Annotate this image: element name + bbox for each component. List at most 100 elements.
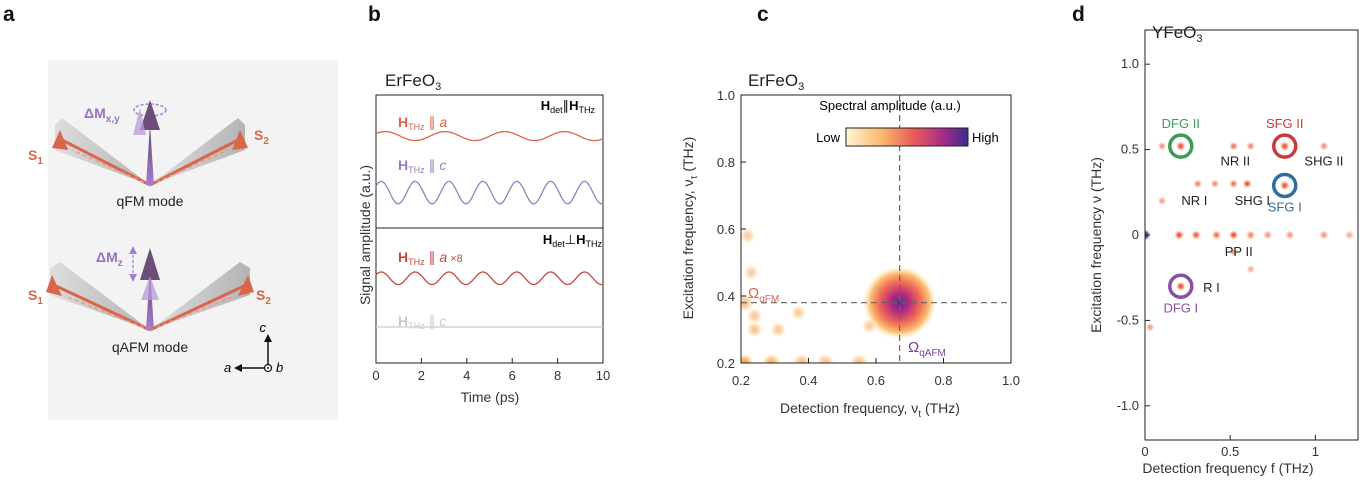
lower-condition-label: Hdet⊥HTHz — [543, 232, 603, 249]
spectral-peak-12 — [1279, 180, 1290, 191]
spectral-peak-4 — [1228, 229, 1239, 241]
chart-d-labels: NR II SHG II NR I SHG I PP II R I — [1181, 154, 1343, 295]
ytick-label-4: -1.0 — [1117, 398, 1139, 413]
s2-label-bottom: S2 — [256, 287, 271, 307]
spectral-peak-5 — [1245, 229, 1256, 241]
a-axis-head — [234, 364, 242, 372]
spectral-peak-0 — [862, 265, 937, 340]
xtick-label-1: 0.5 — [1221, 444, 1239, 459]
spectral-peak-6 — [849, 352, 870, 363]
xtick-label-1: 2 — [418, 368, 425, 383]
panel-label-a: a — [3, 3, 15, 26]
spectral-peak-2 — [1191, 229, 1202, 241]
spectral-peak-1 — [1173, 229, 1185, 241]
omega-qfm-label: ΩqFM — [748, 285, 779, 305]
colorbar-high: High — [972, 130, 999, 145]
xtick-label-2: 4 — [463, 368, 470, 383]
chart-d-circles: DFG II SFG II SFG I DFG I — [1162, 116, 1304, 315]
a-axis-label: a — [224, 360, 231, 375]
chart-b-xlabel: Time (ps) — [461, 389, 520, 405]
spectral-peak-10 — [1175, 141, 1186, 152]
precession-ellipse — [133, 103, 167, 117]
xtick-label-2: 1 — [1312, 444, 1319, 459]
spectral-peak-22 — [1145, 322, 1155, 333]
peak-label-0: NR II — [1220, 154, 1250, 169]
colorbar-title: Spectral amplitude (a.u.) — [819, 98, 961, 113]
chart-d-ticks: 0 0.5 1 1.0 0.5 0 -0.5 -1.0 — [1117, 56, 1319, 459]
colorbar: Spectral amplitude (a.u.) Low High — [816, 98, 999, 147]
magnet-arrow — [146, 125, 154, 185]
delta-m-label-bottom: ΔMz — [96, 249, 123, 269]
spectral-peak-13 — [860, 317, 878, 335]
spectral-peak-8 — [1318, 229, 1330, 241]
ytick-label-0: 0.2 — [717, 356, 735, 371]
b-axis-dot — [267, 367, 269, 369]
panel-label-d: d — [1072, 3, 1085, 26]
spectral-peak-3 — [761, 352, 782, 363]
xtick-label-4: 1.0 — [1002, 373, 1020, 388]
s2-dash-bottom — [149, 295, 236, 331]
peak-label-4: PP II — [1225, 244, 1253, 259]
spectral-peak-13 — [1175, 281, 1186, 292]
series-label-2: HTHz ∥ a ×8 — [398, 249, 463, 267]
spectral-peak-6 — [1262, 229, 1273, 241]
chart-b-frame — [375, 94, 604, 364]
xtick-label-0: 0 — [1141, 444, 1148, 459]
xtick-label-5: 10 — [596, 368, 610, 383]
s1-head — [52, 130, 68, 150]
magnet-head — [140, 100, 160, 130]
s1-arrow-bottom — [55, 284, 151, 332]
spectral-peak-4 — [791, 352, 812, 363]
s1-dash — [71, 149, 151, 186]
qfm-label: qFM mode — [117, 193, 184, 209]
s1-label-bottom: S1 — [28, 287, 43, 307]
mode-circle-label-3: DFG I — [1163, 300, 1198, 315]
panel-a: a ΔMx,y S1 S2 qFM mode ΔMz S1 — [3, 3, 338, 420]
spectral-peak-17 — [1193, 178, 1203, 189]
ytick-label-2: 0.6 — [717, 222, 735, 237]
xtick-label-3: 0.8 — [934, 373, 952, 388]
chart-b-xticks: 0 2 4 6 8 10 — [372, 358, 610, 383]
spectral-peak-11 — [1279, 141, 1290, 152]
chart-c-peaks — [741, 227, 937, 363]
series-labels: HTHz ∥ a HTHz ∥ c HTHz ∥ a ×8 HTHz ∥ c — [398, 114, 463, 331]
series-label-0: HTHz ∥ a — [398, 114, 447, 132]
series-label-3: HTHz ∥ c — [398, 313, 446, 331]
spectral-peak-20 — [1319, 141, 1329, 151]
magnet-head-bottom — [140, 248, 160, 280]
s2-arrow-bottom — [149, 284, 245, 332]
spectral-peak-19 — [1245, 141, 1256, 151]
s1-cone — [55, 118, 150, 185]
spectral-peak-9 — [741, 227, 757, 245]
chart-c-ticks: 0.2 0.4 0.6 0.8 1.0 0.2 0.4 0.6 0.8 1.0 — [717, 88, 1020, 388]
peak-label-3: SHG I — [1235, 193, 1270, 208]
spectral-peak-12 — [789, 304, 807, 322]
xtick-label-3: 6 — [509, 368, 516, 383]
spectral-peak-5 — [815, 352, 836, 363]
b-axis-label: b — [276, 360, 283, 375]
chart-b-title: ErFeO3 — [385, 71, 441, 93]
delta-m-label: ΔMx,y — [84, 105, 120, 125]
signal-line-2 — [375, 271, 604, 286]
ytick-label-3: -0.5 — [1117, 312, 1139, 327]
signal-lines — [375, 130, 604, 328]
spectral-peak-18 — [1210, 178, 1220, 189]
qfm-diagram: ΔMx,y S1 S2 qFM mode — [28, 100, 269, 209]
s1-dash-bottom — [64, 295, 151, 331]
xtick-label-4: 8 — [554, 368, 561, 383]
series-label-1: HTHz ∥ c — [398, 157, 446, 175]
peak-label-2: NR I — [1181, 193, 1207, 208]
colorbar-gradient — [845, 127, 969, 147]
spectral-peak-24 — [1245, 264, 1256, 274]
upper-condition-label: Hdet∥HTHz — [541, 98, 596, 115]
omega-qafm-label: ΩqAFM — [908, 339, 946, 359]
chart-c-title: ErFeO3 — [748, 71, 804, 93]
signal-line-1 — [375, 180, 604, 205]
magnet-ghost-head-bottom — [141, 276, 159, 300]
xtick-label-2: 0.6 — [867, 373, 885, 388]
panel-label-c: c — [757, 3, 769, 26]
spectral-peak-15 — [1228, 178, 1239, 189]
spectral-peak-2 — [741, 352, 755, 363]
s2-head — [232, 130, 248, 150]
spectral-peak-16 — [1242, 178, 1253, 189]
